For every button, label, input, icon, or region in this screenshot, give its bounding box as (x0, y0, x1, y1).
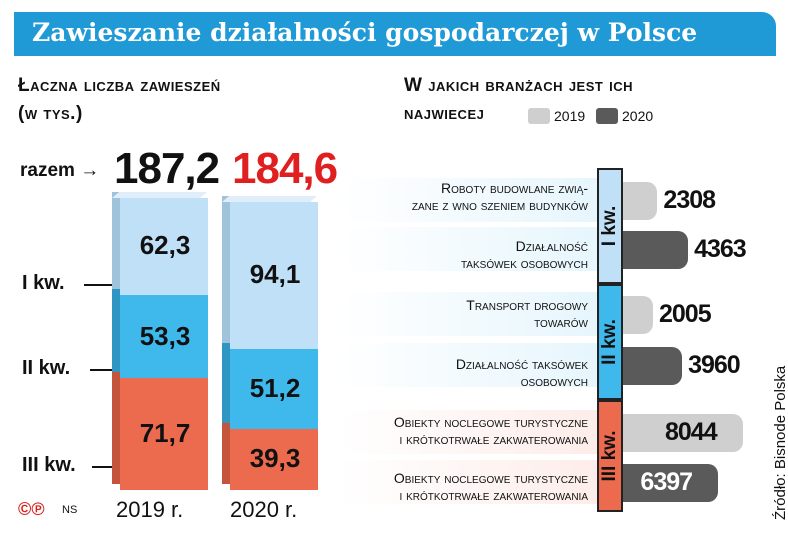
leader-line-1 (84, 284, 112, 286)
right-heading: W jakich branżach jest ich najwiecej (404, 72, 633, 128)
total-label: razem → (20, 160, 100, 181)
segment-value-2020-q1: 94,1 (249, 259, 301, 290)
stack-side-2019-q2 (112, 289, 120, 373)
stack-top-2020 (222, 196, 318, 203)
industry-value: 3960 (688, 351, 741, 379)
year-label-2019: 2019 r. (116, 497, 184, 522)
leader-line-3 (92, 466, 112, 468)
stack-side-2019-q1 (112, 191, 120, 290)
industry-bar-2019 (623, 296, 653, 334)
row-background (340, 292, 597, 336)
row-background (340, 343, 597, 387)
stack-side-2020-q1 (222, 196, 230, 343)
left-heading-line2: (w tys.) (18, 103, 83, 124)
category-label-line: Roboty budowlane zwią- (440, 180, 588, 196)
category-label-line: i krótkotrwałe zakwaterowania (399, 487, 588, 503)
row-background (340, 460, 597, 504)
industry-bar-2020 (623, 464, 719, 502)
row-background (340, 178, 597, 222)
stack-segment-2019-q2 (120, 295, 208, 379)
legend-2019: 2019 (528, 108, 585, 124)
category-label: Obiekty noclegowe turystyczne i krótkotrw… (330, 470, 588, 504)
legend-2020: 2020 (596, 108, 653, 124)
category-label: Transport drogowy towarów (330, 297, 588, 331)
category-label-line: zane z wno szeniem budynków (411, 197, 588, 213)
category-label-line: Działalność taksówek (455, 356, 588, 372)
industry-value: 8044 (665, 418, 718, 446)
industry-value: 4363 (694, 235, 747, 263)
publisher-logo: ©℗ (18, 499, 45, 519)
industry-value: 2308 (663, 186, 716, 214)
category-label-line: i krótkotrwałe zakwaterowania (399, 431, 588, 447)
industry-bar-2020 (623, 347, 683, 385)
stack-top-2019 (112, 191, 208, 198)
quarter-box-2: II kw. (597, 284, 623, 400)
category-label-line: towarów (534, 314, 588, 330)
category-label-line: osobowych (520, 373, 588, 389)
segment-value-2019-q2: 53,3 (139, 320, 191, 351)
industry-bar-2019 (623, 414, 743, 452)
stack-segment-2019-q1 (120, 197, 208, 296)
left-heading-line1: Łaczna liczba zawieszeń (18, 75, 221, 96)
row-background (340, 410, 597, 454)
stack-segment-2020-q3 (230, 428, 318, 490)
segment-value-2019-q1: 62,3 (139, 230, 191, 261)
quarter-box-1-label: I kw. (599, 205, 620, 247)
stack-side-2020-q3 (222, 422, 230, 484)
stack-side-2019-q3 (112, 372, 120, 484)
legend-2019-swatch (528, 108, 550, 124)
total-2020: 184,6 (232, 144, 338, 193)
category-label: Obiekty noclegowe turystyczne i krótkotrw… (330, 414, 588, 448)
row-background (340, 227, 597, 271)
source-note: Źródło: Bisnode Polska (772, 365, 788, 520)
industry-value: 6397 (640, 468, 693, 496)
right-heading-line2: najwiecej (404, 103, 485, 124)
legend-2020-swatch (596, 108, 618, 124)
legend-2020-label: 2020 (622, 108, 654, 124)
category-label: Roboty budowlane zwią-zane z wno szeniem… (330, 180, 588, 214)
industry-value: 2005 (659, 300, 712, 328)
chart-title: Zawieszanie działalności gospodarczej w … (32, 18, 698, 47)
left-heading: Łaczna liczba zawieszeń (w tys.) (18, 72, 221, 128)
category-label-line: taksówek osobowych (460, 255, 588, 271)
right-heading-line1: W jakich branżach jest ich (404, 75, 634, 96)
quarter-label-3: III kw. (22, 454, 76, 476)
quarter-label-1: I kw. (22, 272, 65, 294)
stack-side-2020-q2 (222, 342, 230, 423)
category-label-line: Obiekty noclegowe turystyczne (393, 414, 588, 430)
stack-segment-2020-q1 (230, 202, 318, 349)
industry-bar-2019 (623, 182, 658, 220)
segment-value-2020-q3: 39,3 (249, 443, 301, 474)
segment-value-2019-q3: 71,7 (139, 418, 191, 449)
category-label: Działalność taksówek osobowych (330, 238, 588, 272)
quarter-box-3-label: III kw. (599, 430, 620, 482)
quarter-box-1: I kw. (597, 168, 623, 284)
legend-2019-label: 2019 (554, 108, 586, 124)
category-label-line: Transport drogowy (466, 297, 588, 313)
segment-value-2020-q2: 51,2 (249, 372, 301, 403)
stack-segment-2020-q2 (230, 348, 318, 429)
quarter-label-2: II kw. (22, 357, 71, 379)
leader-line-2 (90, 369, 112, 371)
category-label-line: Działalność (515, 238, 588, 254)
year-label-2020: 2020 r. (230, 497, 298, 522)
total-2019: 187,2 (114, 144, 220, 193)
quarter-box-2-label: II kw. (599, 319, 620, 365)
industry-bar-2020 (623, 231, 689, 269)
title-bar: Zawieszanie działalności gospodarczej w … (14, 12, 776, 56)
category-label: Działalność taksówek osobowych (330, 356, 588, 390)
author-initials: NS (62, 504, 78, 516)
category-label-line: Obiekty noclegowe turystyczne (393, 470, 588, 486)
stack-segment-2019-q3 (120, 378, 208, 490)
quarter-box-3: III kw. (597, 400, 623, 512)
